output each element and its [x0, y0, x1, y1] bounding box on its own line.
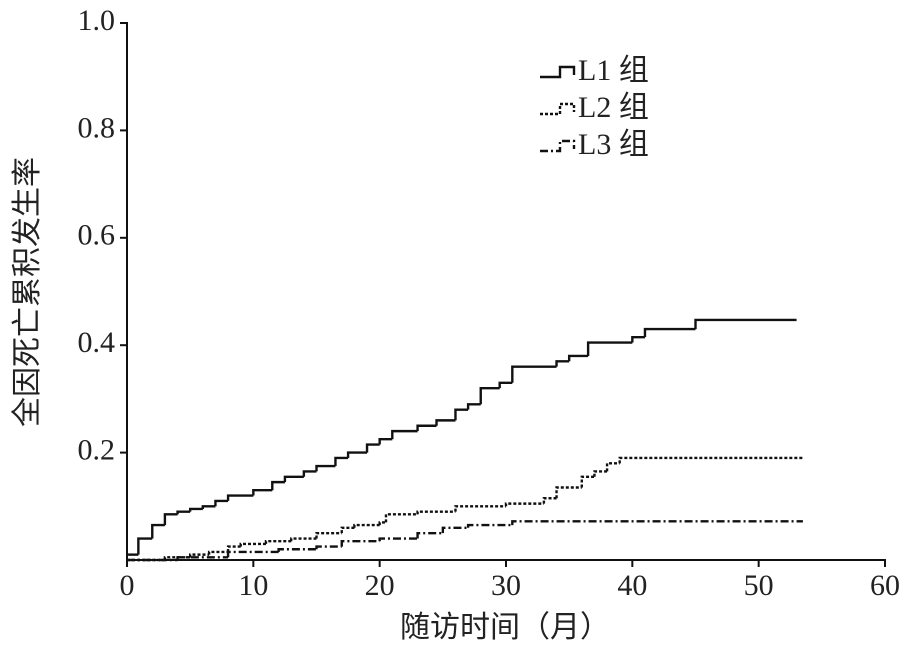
- step-segment: [188, 507, 203, 512]
- step-segment: [226, 494, 254, 501]
- x-tick-label: 30: [491, 569, 521, 602]
- step-segment: [454, 505, 506, 512]
- step-segment: [466, 523, 513, 528]
- step-segment: [593, 470, 608, 477]
- step-segment: [315, 531, 342, 539]
- step-segment: [479, 386, 500, 405]
- step-segment: [226, 550, 279, 558]
- x-tick-label: 10: [238, 569, 268, 602]
- step-segment: [365, 443, 380, 453]
- legend-label: L3 组: [578, 128, 649, 161]
- step-segment: [315, 464, 336, 472]
- step-segment: [384, 513, 418, 523]
- step-segment: [378, 521, 386, 526]
- step-segment: [334, 456, 349, 467]
- step-segment: [176, 556, 229, 560]
- step-segment: [188, 553, 210, 558]
- step-segment: [416, 531, 443, 539]
- step-segment: [226, 545, 241, 552]
- legend-label: L2 组: [578, 91, 649, 124]
- step-segment: [214, 499, 229, 507]
- legend-symbol: [540, 65, 576, 79]
- step-segment: [580, 475, 595, 488]
- step-segment: [511, 520, 803, 526]
- x-tick-label: 20: [365, 569, 395, 602]
- step-segment: [340, 540, 380, 547]
- step-segment: [511, 365, 557, 383]
- step-segment: [151, 523, 165, 539]
- step-segment: [466, 403, 481, 410]
- step-segment: [290, 537, 317, 542]
- legend-label: L1 组: [578, 54, 649, 87]
- step-segment: [504, 502, 544, 507]
- step-segment: [643, 327, 696, 338]
- step-segment: [416, 510, 456, 515]
- x-tick-label: 0: [120, 569, 135, 602]
- step-segment: [378, 437, 393, 445]
- step-segment: [315, 545, 342, 550]
- step-segment: [542, 497, 557, 504]
- step-segment: [586, 341, 633, 356]
- step-segment: [201, 505, 216, 509]
- y-tick-label: 0.6: [78, 219, 116, 252]
- x-tick-label: 50: [744, 569, 774, 602]
- step-segment: [353, 523, 380, 528]
- step-segment: [264, 540, 292, 544]
- step-segment: [346, 451, 368, 458]
- step-segment: [271, 480, 285, 491]
- step-segment: [694, 318, 797, 330]
- step-segment: [567, 354, 589, 362]
- step-segment: [277, 548, 317, 552]
- step-segment: [435, 419, 456, 426]
- step-segment: [252, 488, 273, 496]
- step-segment: [605, 462, 620, 472]
- step-segment: [207, 550, 229, 555]
- step-segment: [137, 537, 153, 555]
- y-tick-label: 1.0: [78, 4, 116, 37]
- step-segment: [378, 537, 418, 542]
- step-segment: [416, 424, 437, 432]
- y-tick-label: 0.4: [78, 326, 116, 359]
- step-segment: [498, 381, 513, 389]
- x-axis-label: 随访时间（月）: [400, 611, 610, 644]
- step-segment: [555, 360, 570, 367]
- y-tick-label: 0.2: [78, 433, 116, 466]
- step-segment: [302, 470, 317, 477]
- step-segment: [454, 408, 469, 421]
- step-segment: [618, 456, 803, 464]
- legend-symbol: [540, 102, 576, 116]
- step-segment: [391, 429, 418, 440]
- step-segment: [631, 335, 645, 343]
- step-segment: [176, 510, 191, 515]
- y-tick-label: 0.8: [78, 111, 116, 144]
- step-segment: [441, 526, 469, 534]
- x-tick-label: 40: [617, 569, 647, 602]
- step-segment: [340, 526, 355, 534]
- step-segment: [239, 542, 266, 547]
- step-segment: [283, 475, 304, 483]
- step-segment: [163, 513, 178, 526]
- step-segment: [555, 486, 582, 499]
- x-tick-label: 60: [870, 569, 900, 602]
- y-axis-label: 全因死亡累积发生率: [11, 157, 44, 427]
- legend-symbol: [540, 139, 576, 153]
